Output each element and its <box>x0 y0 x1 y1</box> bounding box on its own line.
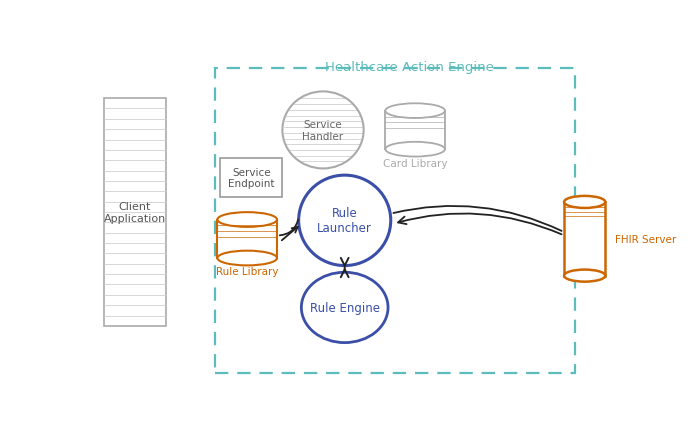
FancyArrowPatch shape <box>398 214 561 235</box>
Text: Rule Library: Rule Library <box>216 267 278 277</box>
FancyArrowPatch shape <box>280 220 298 236</box>
Ellipse shape <box>298 176 391 266</box>
FancyBboxPatch shape <box>220 159 282 197</box>
FancyBboxPatch shape <box>103 99 166 326</box>
Ellipse shape <box>217 251 277 266</box>
Text: Healthcare Action Engine: Healthcare Action Engine <box>325 61 494 74</box>
Text: FHIR Server: FHIR Server <box>615 234 676 244</box>
Polygon shape <box>385 112 445 150</box>
Text: Card Library: Card Library <box>383 158 447 168</box>
Polygon shape <box>217 220 277 258</box>
Ellipse shape <box>217 213 277 227</box>
Text: Rule Engine: Rule Engine <box>310 301 380 314</box>
Text: Client
Application: Client Application <box>103 202 166 223</box>
Ellipse shape <box>385 142 445 157</box>
Ellipse shape <box>282 92 363 169</box>
Text: Service
Endpoint: Service Endpoint <box>228 168 275 189</box>
Ellipse shape <box>564 197 605 208</box>
Ellipse shape <box>564 270 605 282</box>
Text: Service
Handler: Service Handler <box>303 120 344 141</box>
FancyArrowPatch shape <box>394 207 561 231</box>
Ellipse shape <box>301 273 388 343</box>
Polygon shape <box>564 202 605 276</box>
Text: Rule
Launcher: Rule Launcher <box>317 207 372 235</box>
Ellipse shape <box>385 104 445 119</box>
